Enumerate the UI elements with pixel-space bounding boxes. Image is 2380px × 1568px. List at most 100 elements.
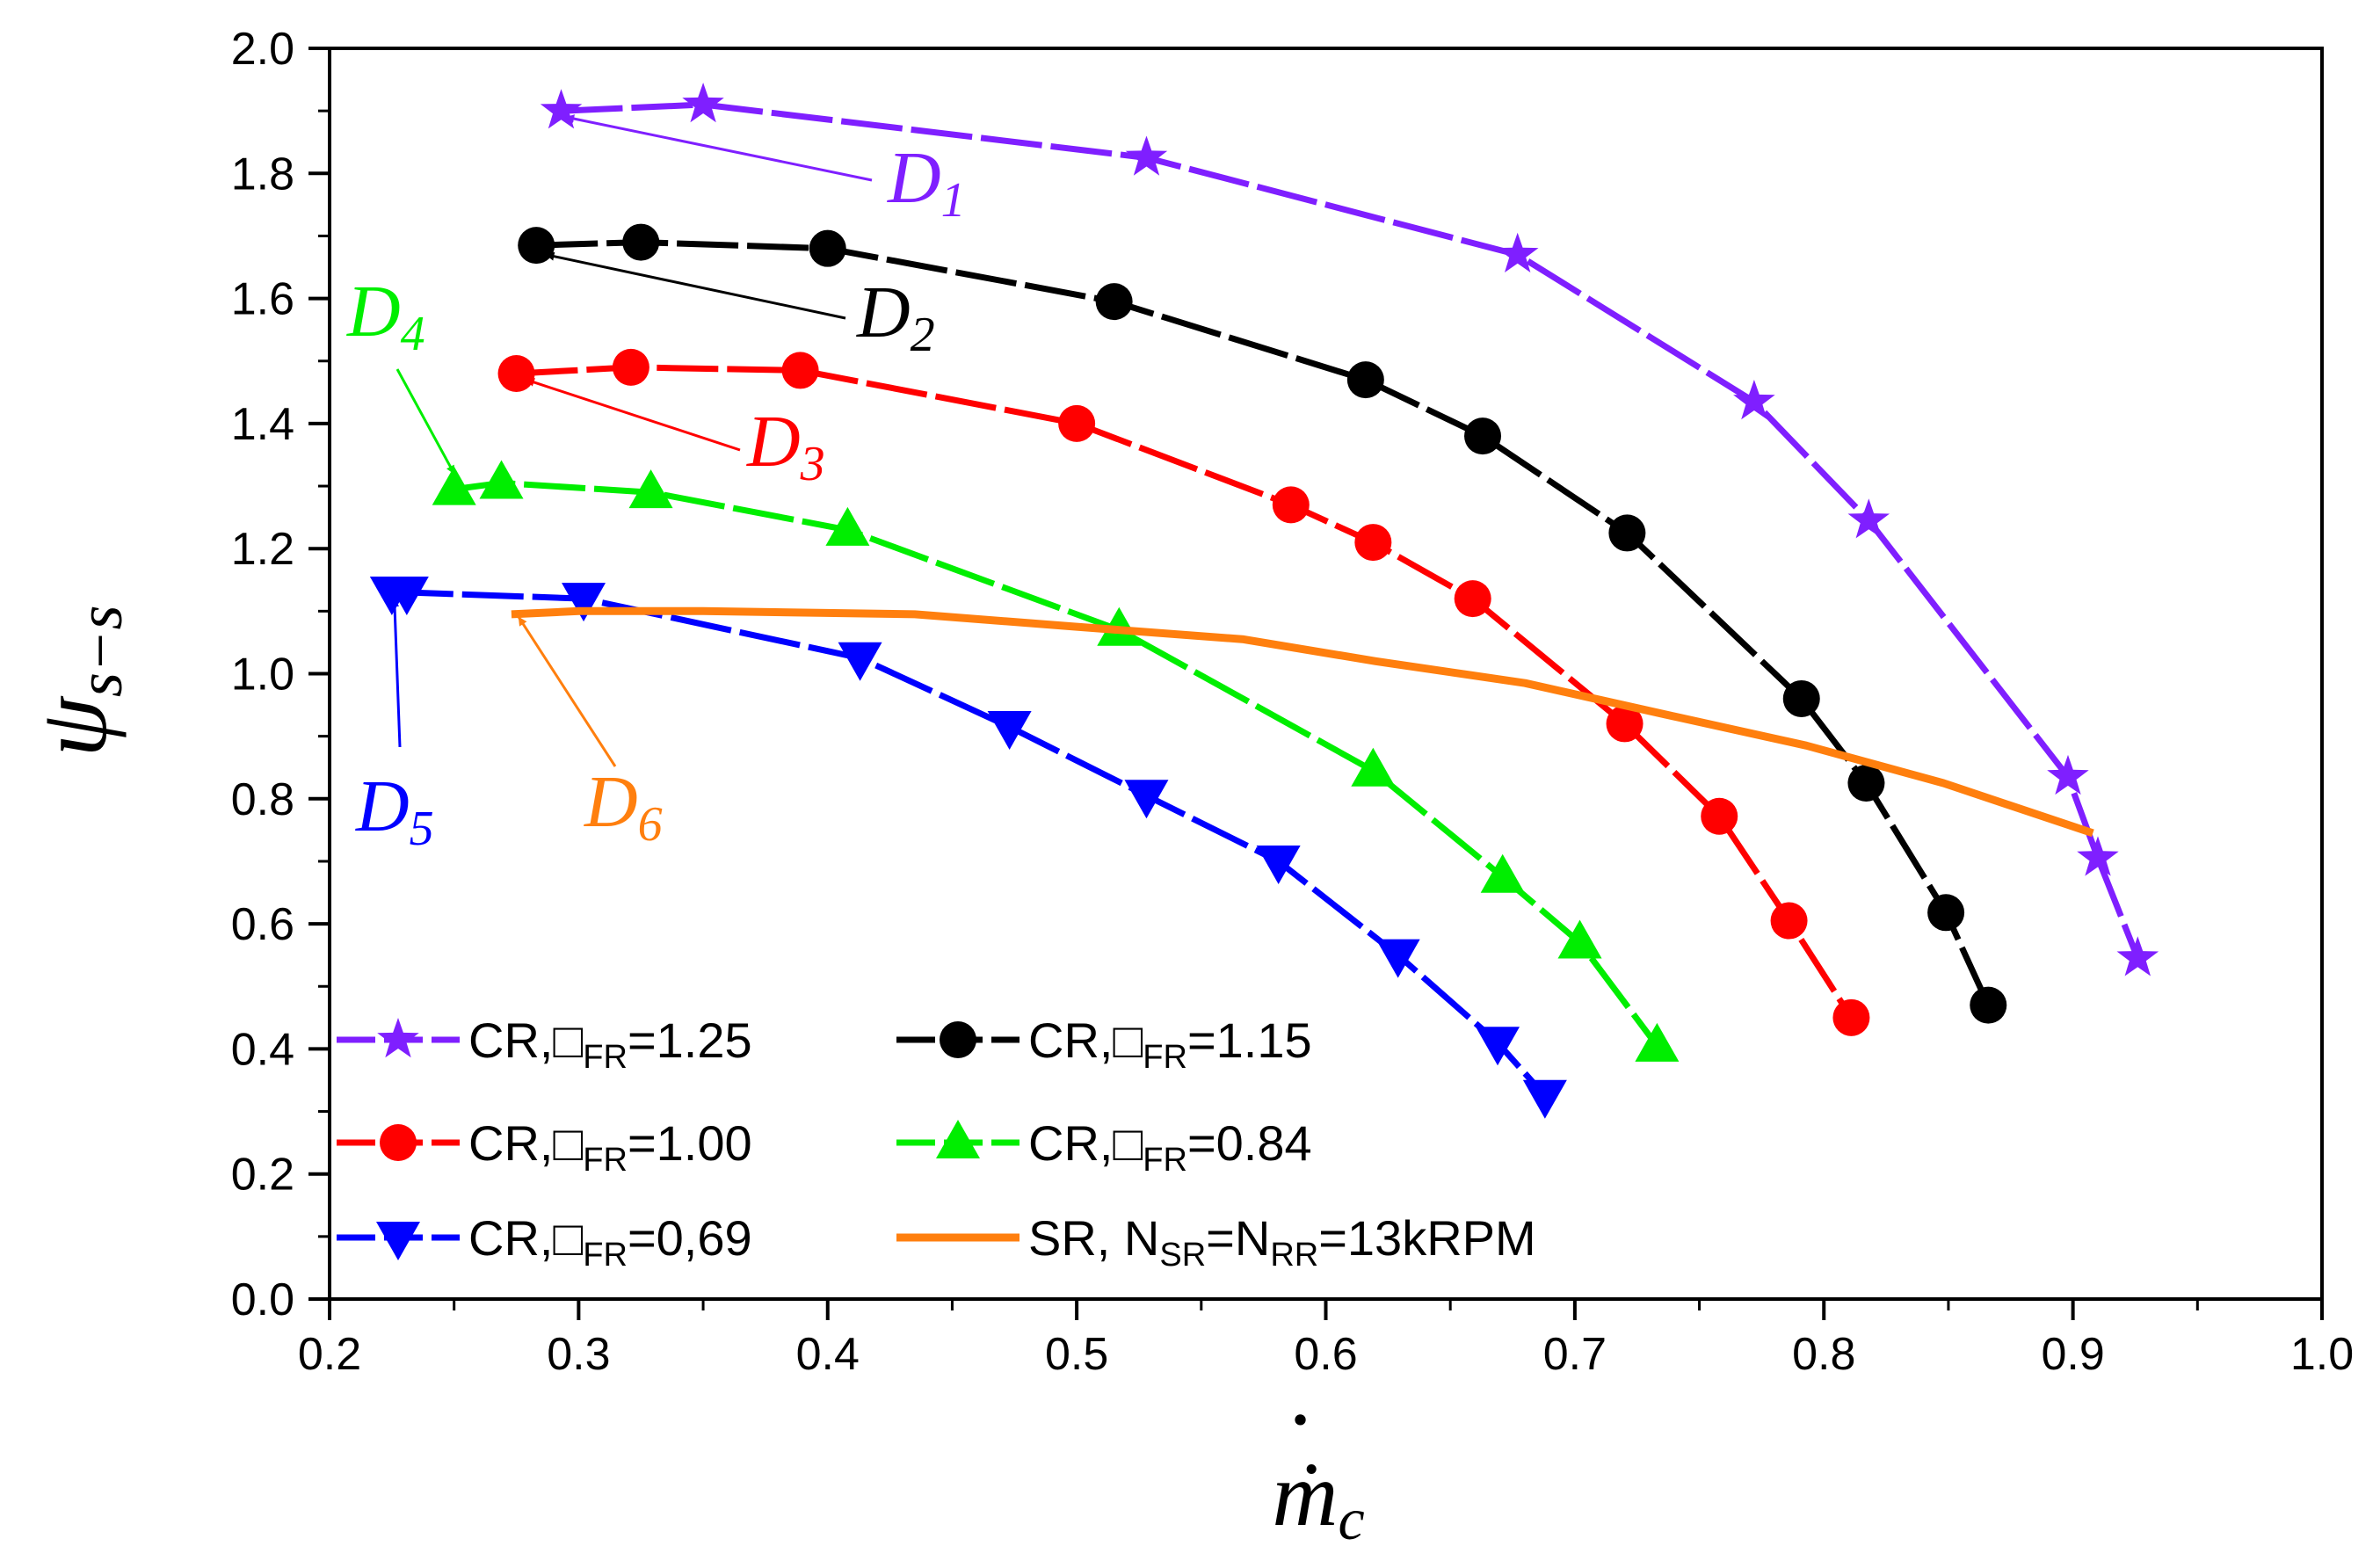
data-point	[781, 352, 819, 389]
data-point	[628, 469, 673, 509]
legend-label-sub: FR	[1143, 1039, 1187, 1076]
series-layer	[369, 83, 2159, 1119]
data-point	[1522, 1079, 1567, 1119]
legend-label-text: =1.00	[628, 1115, 752, 1171]
data-point	[809, 229, 846, 267]
y-tick-label: 0.0	[231, 1274, 294, 1325]
legend-label: SR, NSR=NRR=13kRPM	[1028, 1210, 1536, 1274]
legend-label-symbol: □	[1113, 1115, 1143, 1171]
annotation-label-main: D	[355, 766, 410, 847]
data-point	[612, 348, 649, 386]
data-point	[562, 583, 606, 622]
legend-label-sub: SR	[1159, 1237, 1206, 1274]
x-tick-label: 0.7	[1543, 1329, 1607, 1380]
legend-item-0: CR,□FR=1.25	[337, 1013, 752, 1076]
series-line	[536, 239, 1992, 1007]
data-point	[987, 710, 1032, 750]
legend-swatch-marker	[936, 1120, 980, 1158]
annotation-d6: D6	[518, 616, 663, 852]
annotation-arrow	[390, 598, 402, 748]
series-2	[497, 348, 1870, 1036]
data-point	[1847, 765, 1885, 802]
data-point	[518, 227, 555, 265]
data-point	[1476, 1027, 1520, 1066]
legend-label-symbol: □	[553, 1013, 583, 1068]
data-point	[384, 577, 429, 616]
legend-label: CR,□FR=0,69	[468, 1210, 752, 1274]
series-line	[391, 589, 1548, 1099]
annotation-label: D1	[887, 137, 966, 228]
data-point	[622, 223, 660, 261]
data-point	[1606, 705, 1644, 743]
legend-label-text: =1.15	[1187, 1013, 1312, 1068]
data-point	[1124, 780, 1169, 819]
x-axis-title-sub: c	[1338, 1485, 1364, 1552]
x-axis-title-main: ṁ	[1272, 1444, 1338, 1545]
annotation-label: D2	[856, 272, 935, 362]
annotation-label-sub: 5	[410, 802, 434, 856]
legend-label: CR,□FR=1.15	[1028, 1013, 1312, 1076]
data-point	[479, 460, 524, 499]
data-point	[1125, 135, 1168, 176]
y-tick-label: 0.2	[231, 1150, 294, 1201]
legend-label-sub: FR	[1143, 1142, 1187, 1179]
legend-label-sub: FR	[583, 1039, 628, 1076]
legend-label-text: =1.25	[628, 1013, 752, 1068]
legend-item-5: SR, NSR=NRR=13kRPM	[896, 1210, 1536, 1274]
data-point	[1733, 380, 1775, 420]
data-point	[1464, 417, 1502, 455]
legend-label-text: =0,69	[628, 1210, 752, 1266]
series-5	[511, 606, 2094, 838]
series-line	[516, 364, 1854, 1020]
annotation-label-sub: 3	[800, 437, 825, 491]
legend-swatch-marker	[940, 1021, 976, 1058]
legend-label-text: CR,	[1028, 1013, 1113, 1068]
data-point	[2116, 936, 2159, 976]
annotation-arrow	[395, 368, 456, 475]
data-point	[1770, 902, 1808, 940]
legend-label-symbol: □	[1113, 1013, 1143, 1068]
y-tick-label: 1.8	[231, 149, 294, 200]
legend-swatch-marker	[380, 1124, 417, 1161]
legend-label-sub: FR	[583, 1142, 628, 1179]
data-point	[1635, 1022, 1680, 1062]
y-tick-label: 2.0	[231, 24, 294, 75]
annotation-arrow	[525, 378, 741, 452]
data-point	[1832, 998, 1870, 1036]
legend-label-text: =N	[1206, 1210, 1270, 1266]
x-axis-title-dot: ·	[1288, 1369, 1310, 1470]
legend-item-1: CR,□FR=1.15	[896, 1013, 1312, 1076]
annotation-label: D3	[746, 401, 825, 491]
annotation-arrow	[518, 616, 617, 767]
x-tick-label: 0.6	[1294, 1329, 1357, 1380]
data-point	[1970, 986, 2007, 1024]
annotation-label-sub: 1	[941, 173, 966, 228]
data-point	[1927, 894, 1965, 932]
annotation-d5: D5	[355, 598, 434, 856]
legend-label-text: CR,	[468, 1013, 553, 1068]
x-tick-label: 0.8	[1792, 1329, 1855, 1380]
data-point	[540, 89, 583, 129]
legend-swatch-marker	[377, 1018, 419, 1058]
data-point	[1354, 524, 1392, 562]
data-point	[682, 83, 724, 123]
y-axis-title-main: ψ	[19, 695, 127, 757]
legend-label-sub: RR	[1270, 1237, 1318, 1274]
data-point	[1346, 361, 1384, 399]
data-point	[1847, 498, 1890, 539]
data-point	[2047, 754, 2089, 795]
legend-swatch-marker	[376, 1222, 420, 1260]
legend-label: CR,□FR=1.25	[468, 1013, 752, 1076]
legend-label-text: CR,	[1028, 1115, 1113, 1171]
data-point	[1058, 404, 1096, 442]
annotation-label-sub: 6	[638, 797, 663, 852]
data-point	[825, 506, 870, 546]
annotation-label: D5	[355, 766, 434, 856]
y-tick-label: 1.0	[231, 650, 294, 701]
annotation-label-main: D	[584, 761, 638, 843]
data-point	[838, 642, 882, 681]
x-tick-label: 0.3	[547, 1329, 610, 1380]
series-1	[518, 223, 2007, 1024]
